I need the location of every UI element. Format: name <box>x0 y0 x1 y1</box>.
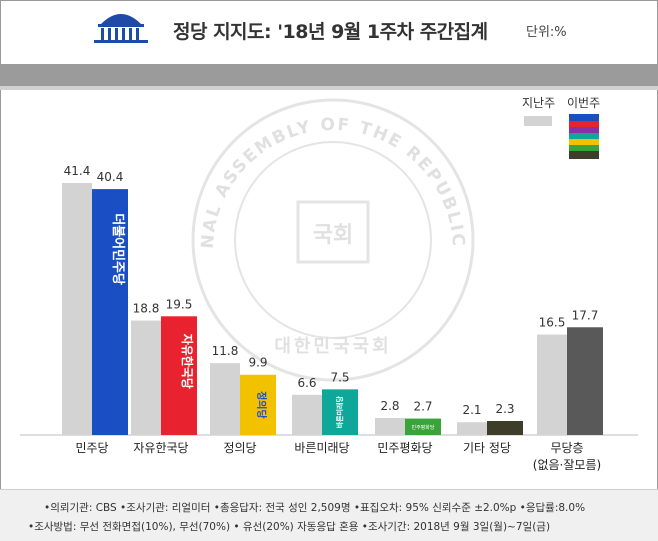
category-label: 민주평화당 <box>377 441 432 455</box>
category-label: 정의당 <box>223 441 256 455</box>
bar-this-week <box>322 389 358 435</box>
category-label: 무당층 <box>550 441 583 455</box>
bar-last-week <box>62 183 92 435</box>
legend-swatch-this-week <box>569 114 599 159</box>
category-sublabel: (없음·잘모름) <box>533 458 601 472</box>
unit-label: 단위:% <box>526 25 567 40</box>
chart-title: 정당 지지도: '18년 9월 1주차 주간집계 <box>173 21 488 43</box>
bar-group-6: 2.1 2.3 기타 정당 <box>457 402 523 455</box>
survey-info-line-2: •조사방법: 무선 전화면접(10%), 무선(70%) • 유선(20%) 자… <box>28 521 551 533</box>
bar-last-week <box>210 363 240 435</box>
value-label-this-week: 7.5 <box>330 370 349 384</box>
bar-last-week <box>537 334 567 435</box>
bar-this-week <box>487 421 523 435</box>
value-label-this-week: 40.4 <box>97 170 124 184</box>
bar-last-week <box>457 422 487 435</box>
watermark-center-text: 국회 <box>313 223 353 248</box>
chart-legend: 지난주 이번주 <box>522 96 600 159</box>
value-label-this-week: 17.7 <box>572 308 599 322</box>
value-label-last-week: 41.4 <box>64 164 91 178</box>
value-label-last-week: 18.8 <box>133 302 160 316</box>
bar-this-week <box>567 327 603 435</box>
category-label: 자유한국당 <box>133 441 188 455</box>
value-label-this-week: 2.7 <box>413 400 432 414</box>
category-label: 바른미래당 <box>294 441 349 455</box>
value-label-this-week: 2.3 <box>495 402 514 416</box>
legend-label-this-week: 이번주 <box>567 96 600 110</box>
party-logo-text: 정의당 <box>255 391 268 419</box>
value-label-last-week: 6.6 <box>297 376 316 390</box>
party-logo-text: 바른미래당 <box>335 396 344 429</box>
bar-last-week <box>292 394 322 435</box>
party-logo-text: 자유한국당 <box>180 334 195 389</box>
national-assembly-logo-icon <box>94 14 148 43</box>
value-label-last-week: 16.5 <box>539 316 566 330</box>
category-label: 기타 정당 <box>463 441 511 455</box>
bar-group-7: 16.5 17.7 무당층 (없음·잘모름) <box>533 308 603 472</box>
value-label-this-week: 9.9 <box>248 356 267 370</box>
survey-info-line-1: •의뢰기관: CBS •조사기관: 리얼미터 •총응답자: 전국 성인 2,50… <box>44 502 586 514</box>
value-label-last-week: 2.8 <box>380 399 399 413</box>
party-support-bar-chart: THE NATIONAL ASSEMBLY OF THE REPUBLIC OF… <box>0 90 638 472</box>
bar-this-week <box>405 418 441 435</box>
survey-info-footer: •의뢰기관: CBS •조사기관: 리얼미터 •총응답자: 전국 성인 2,50… <box>0 489 658 541</box>
bar-last-week <box>131 320 161 435</box>
bar-this-week <box>161 316 197 435</box>
legend-label-last-week: 지난주 <box>522 96 555 110</box>
header: 정당 지지도: '18년 9월 1주차 주간집계 단위:% <box>0 0 658 62</box>
bar-this-week <box>240 374 276 435</box>
header-divider-band <box>0 64 658 86</box>
value-label-this-week: 19.5 <box>166 297 193 311</box>
value-label-last-week: 2.1 <box>462 403 481 417</box>
header-divider-shadow <box>0 86 658 90</box>
party-logo-text: 더불어민주당 <box>110 213 126 285</box>
category-label: 민주당 <box>75 441 108 455</box>
party-logo-text: 민주평화당 <box>411 424 434 431</box>
value-label-last-week: 11.8 <box>212 344 239 358</box>
bar-this-week <box>92 189 128 435</box>
watermark-bottom-text: 대한민국국회 <box>274 336 391 357</box>
bar-last-week <box>375 417 405 435</box>
legend-swatch-last-week <box>524 116 552 126</box>
